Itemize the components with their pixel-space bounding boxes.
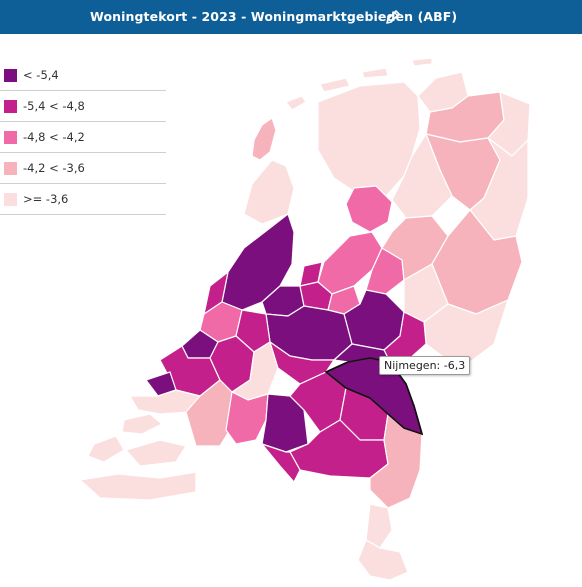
region-vlieland[interactable] (285, 95, 307, 111)
netherlands-map (79, 57, 531, 581)
legend-swatch (4, 68, 17, 82)
pencil-icon[interactable] (384, 8, 402, 26)
region-terschelling[interactable] (319, 77, 351, 93)
region-walcheren[interactable] (87, 435, 125, 463)
region-noord-holland-noord[interactable] (243, 159, 295, 225)
legend-swatch (4, 161, 17, 175)
map-title: Woningtekort - 2023 - Woningmarktgebiede… (90, 9, 458, 24)
legend-swatch (4, 130, 17, 144)
legend-label: -4,8 < -4,2 (23, 130, 85, 144)
header-bar: Woningtekort - 2023 - Woningmarktgebiede… (0, 0, 582, 34)
region-zuid-limburg[interactable] (357, 539, 409, 581)
region-zuid-beveland[interactable] (125, 439, 187, 467)
region-ameland[interactable] (361, 67, 389, 79)
legend-label: >= -3,6 (23, 192, 69, 206)
region-helmond[interactable] (261, 443, 301, 483)
legend-swatch (4, 192, 17, 206)
region-midden-limburg[interactable] (365, 503, 393, 549)
region-breda[interactable] (225, 391, 269, 445)
region-noordoostpolder[interactable] (345, 185, 393, 233)
legend-label: -5,4 < -4,8 (23, 99, 85, 113)
region-rivierenland[interactable] (269, 341, 335, 385)
map-tooltip: Nijmegen: -6,3 (379, 356, 471, 375)
legend-item[interactable]: -5,4 < -4,8 (0, 91, 166, 122)
legend-item[interactable]: -4,8 < -4,2 (0, 122, 166, 153)
legend: < -5,4 -5,4 < -4,8 -4,8 < -4,2 -4,2 < -3… (0, 60, 166, 215)
region-friesland-zuid[interactable] (391, 133, 453, 219)
legend-item[interactable]: < -5,4 (0, 60, 166, 91)
selected-region-outline (324, 357, 424, 436)
region-zeeuws-vlaanderen[interactable] (79, 471, 197, 501)
legend-item[interactable]: -4,2 < -3,6 (0, 153, 166, 184)
region-schiermonnikoog[interactable] (411, 57, 433, 67)
region-schouwen[interactable] (121, 413, 163, 435)
region-achterhoek[interactable] (423, 299, 509, 363)
region-texel[interactable] (251, 117, 277, 161)
legend-label: < -5,4 (23, 68, 59, 82)
legend-label: -4,2 < -3,6 (23, 161, 85, 175)
legend-item[interactable]: >= -3,6 (0, 184, 166, 215)
legend-swatch (4, 99, 17, 113)
